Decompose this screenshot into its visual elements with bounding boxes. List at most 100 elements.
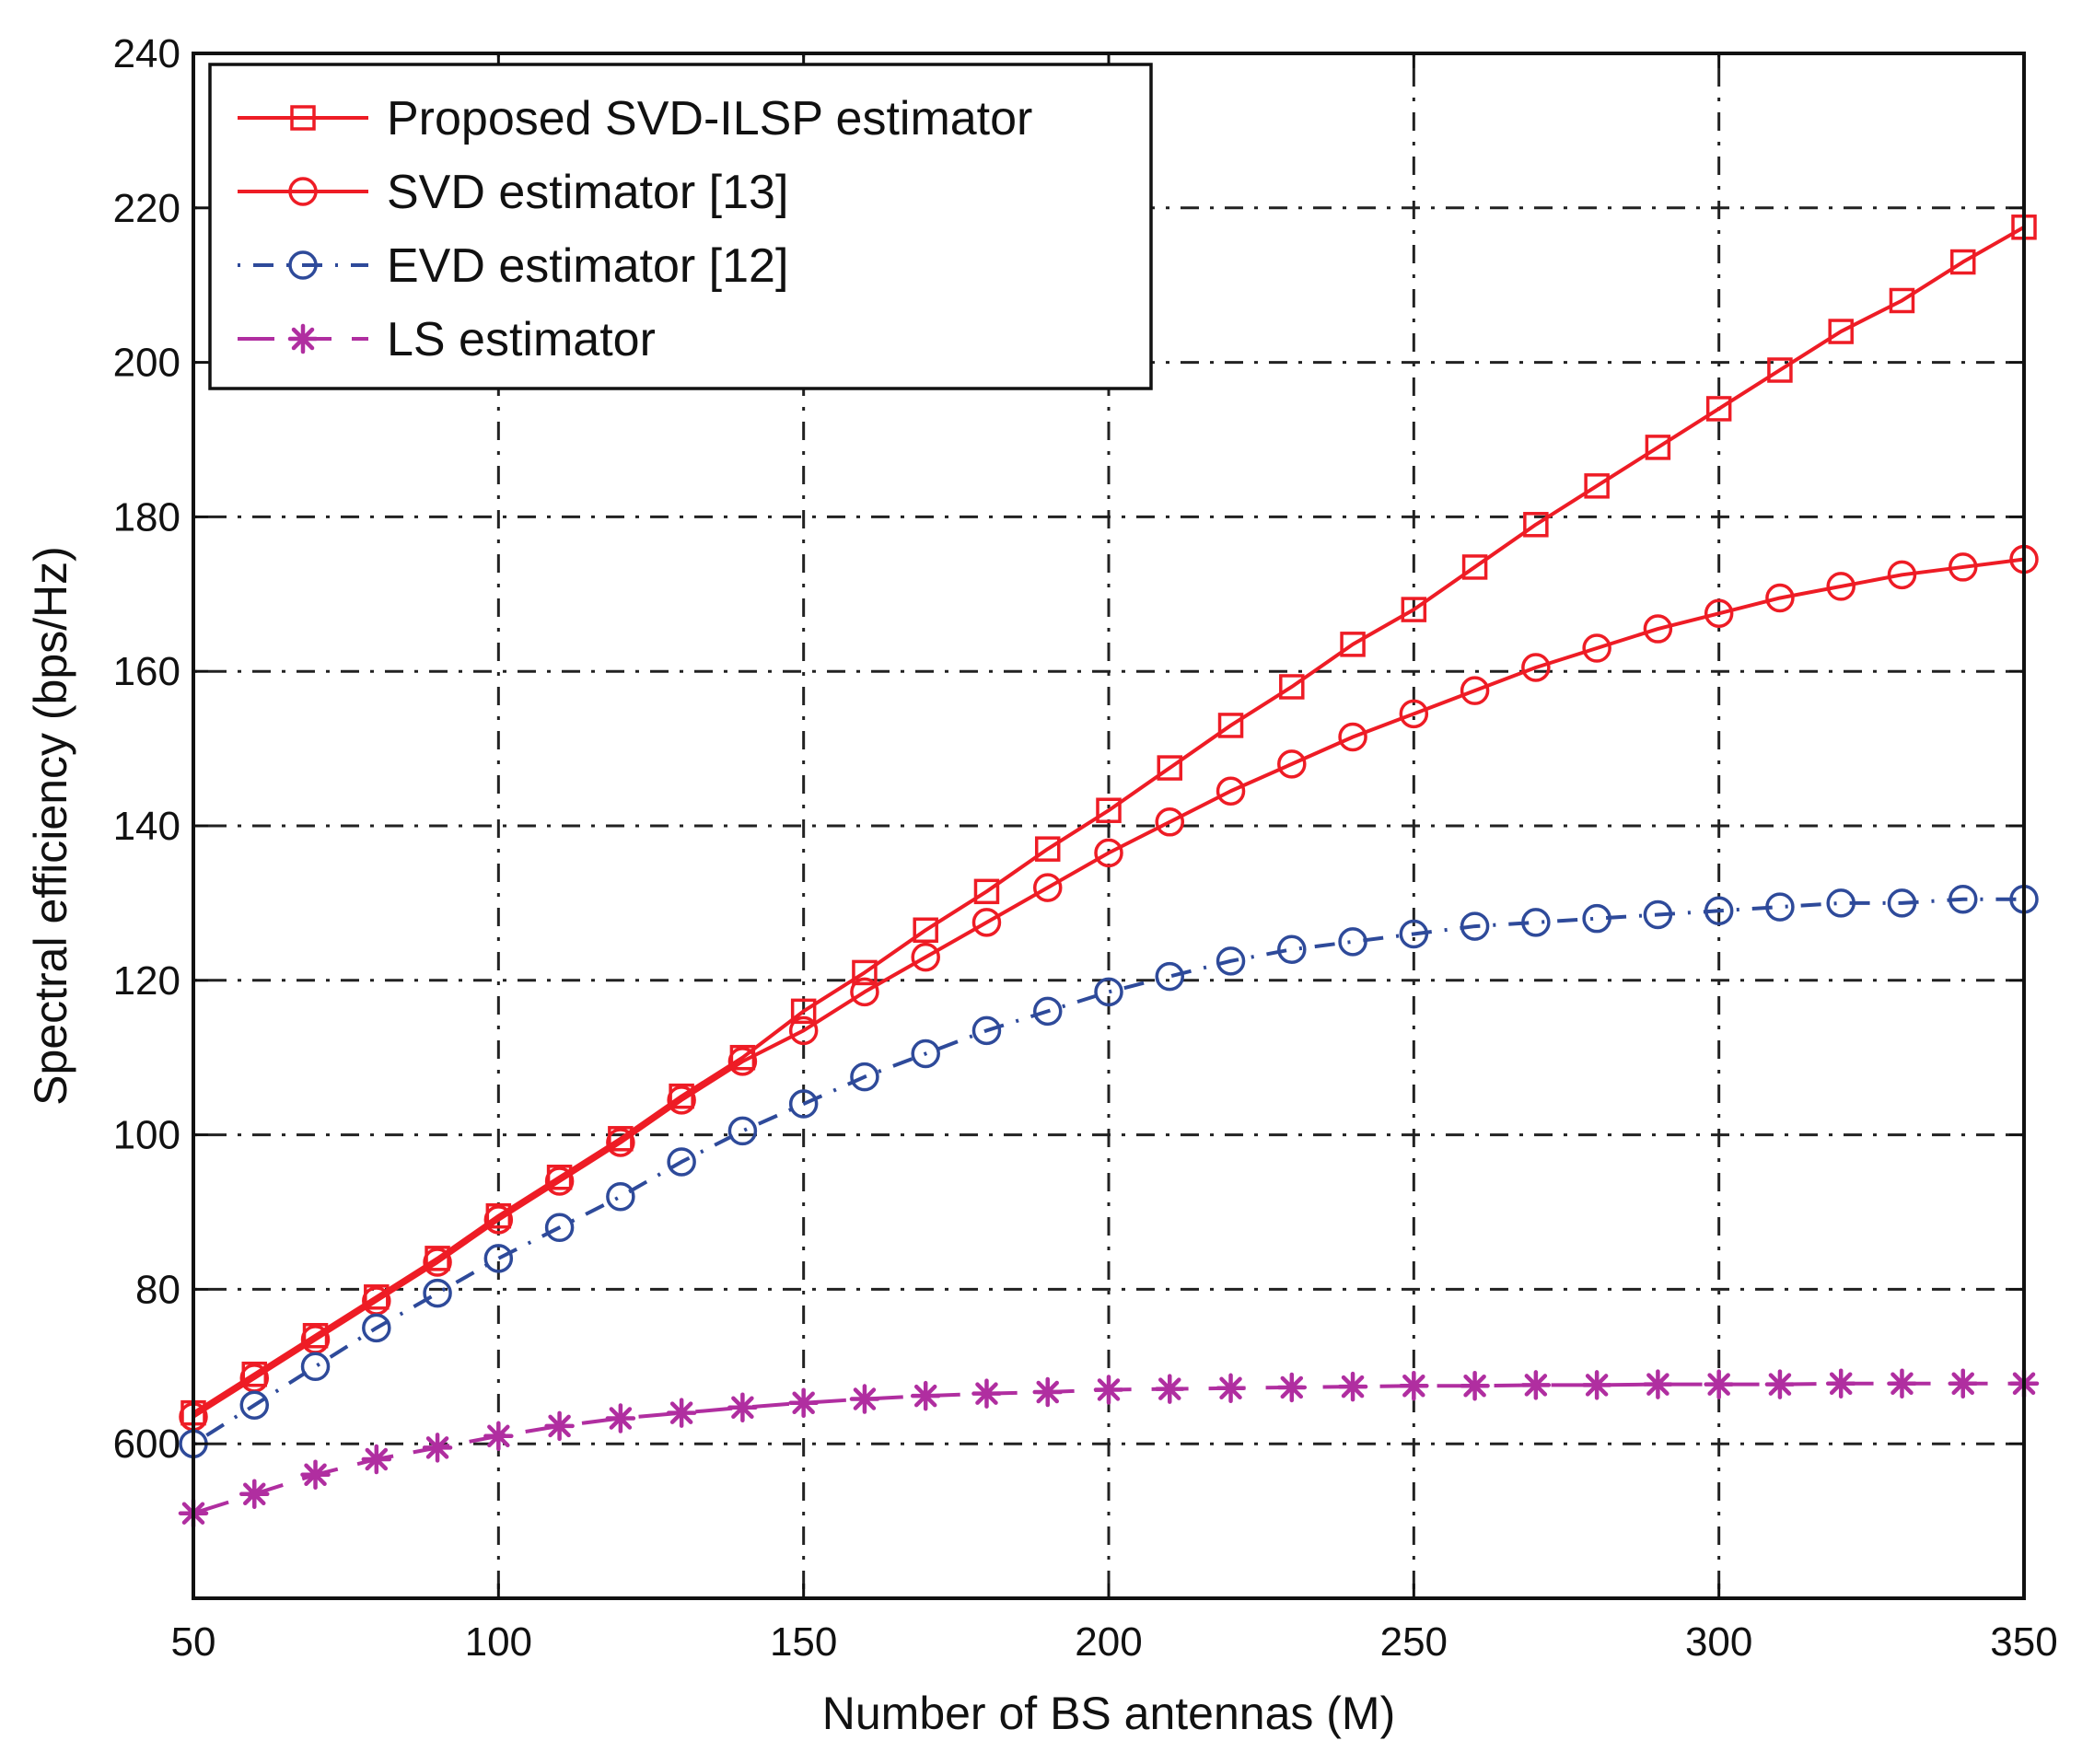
star-stroke (1097, 1378, 1121, 1401)
star-stroke (1707, 1373, 1730, 1396)
data-point-circle (1032, 996, 1063, 1027)
legend-label: SVD estimator [13] (387, 166, 788, 219)
data-point-circle (1216, 946, 1246, 976)
star-stroke (913, 1384, 937, 1408)
data-point-circle (1704, 598, 1734, 629)
data-point-circle (1582, 903, 1611, 934)
series-line (192, 897, 2024, 1445)
data-point-circle (1643, 899, 1673, 930)
data-point-star (849, 1384, 880, 1414)
data-point-star (1520, 1370, 1552, 1400)
data-point-star (422, 1433, 453, 1463)
data-point-circle (1399, 699, 1429, 729)
x-tick-label: 150 (770, 1619, 837, 1665)
data-point-square (852, 959, 878, 986)
series-line (192, 557, 2025, 1419)
data-point-circle (850, 977, 879, 1007)
y-axis-title: Spectral efficiency (bps/Hz) (25, 546, 76, 1106)
data-point-circle (544, 1166, 575, 1196)
data-point-star (1825, 1368, 1856, 1399)
data-point-star (727, 1392, 758, 1423)
star-stroke (1280, 1375, 1304, 1399)
data-point-circle (1887, 888, 1917, 918)
star-stroke (1341, 1375, 1365, 1398)
data-point-star (666, 1398, 697, 1428)
star-stroke (1585, 1374, 1609, 1397)
data-point-square (1523, 512, 1549, 538)
data-point-circle (288, 177, 318, 206)
star-stroke (1768, 1373, 1792, 1396)
series-ls-estimator (178, 1368, 2040, 1528)
data-point-circle (1521, 653, 1551, 682)
data-point-circle (667, 1147, 696, 1177)
data-point-square (1340, 632, 1366, 657)
data-point-circle (423, 1248, 452, 1277)
data-point-circle (971, 908, 1002, 937)
data-point-circle (1460, 676, 1490, 705)
legend-entry: LS estimator (238, 313, 656, 366)
data-point-circle (1887, 560, 1917, 590)
data-point-star (605, 1403, 636, 1433)
data-point-star (971, 1378, 1002, 1409)
data-point-circle (1643, 614, 1673, 644)
star-stroke (731, 1396, 754, 1420)
series-line (192, 226, 2025, 1415)
data-point-circle (1399, 919, 1429, 949)
star-stroke (291, 327, 315, 351)
data-point-circle (1155, 961, 1185, 992)
data-point-star (544, 1410, 575, 1442)
x-tick-label: 250 (1380, 1619, 1448, 1665)
data-point-star (1887, 1368, 1917, 1399)
y-tick-label: 240 (113, 31, 180, 76)
x-tick-label: 200 (1075, 1619, 1142, 1665)
data-point-square (973, 878, 1000, 905)
legend: Proposed SVD-ILSP estimator SVD estimator… (208, 63, 1153, 390)
data-point-star (1948, 1368, 1978, 1399)
data-point-star (1155, 1374, 1185, 1404)
data-point-star (300, 1459, 331, 1491)
legend-label: LS estimator (387, 313, 656, 366)
data-point-star (910, 1380, 941, 1411)
data-point-square (1279, 674, 1305, 700)
data-point-square (1034, 836, 1061, 862)
data-point-circle (239, 1390, 270, 1420)
data-point-circle (1826, 888, 1856, 918)
star-stroke (243, 1482, 266, 1505)
data-point-circle (1826, 572, 1856, 601)
data-point-circle (911, 942, 940, 972)
star-stroke (1829, 1372, 1853, 1396)
data-point-star (1643, 1369, 1673, 1399)
star-stroke (1158, 1377, 1181, 1400)
data-point-star (1704, 1369, 1734, 1399)
data-point-circle (1460, 911, 1490, 941)
y-tick-label: 220 (113, 186, 180, 231)
star-stroke (975, 1382, 998, 1405)
data-point-star (1093, 1375, 1124, 1405)
star-stroke (1646, 1373, 1669, 1396)
data-point-square (1828, 319, 1854, 344)
data-point-circle (1765, 892, 1795, 922)
legend-entry: EVD estimator [12] (238, 239, 788, 293)
star-stroke (669, 1401, 693, 1424)
data-point-star (1032, 1376, 1063, 1408)
star-stroke (1890, 1372, 1914, 1396)
data-point-star (1764, 1369, 1796, 1399)
data-point-circle (727, 1047, 758, 1076)
data-point-star (1276, 1372, 1308, 1403)
data-point-square (1461, 554, 1488, 580)
data-point-square (1401, 597, 1427, 622)
data-point-circle (1216, 776, 1246, 806)
x-tick-label: 100 (465, 1619, 532, 1665)
y-tick-label: 100 (113, 1113, 180, 1158)
data-point-square (1096, 797, 1122, 823)
data-point-star (1460, 1371, 1490, 1401)
star-stroke (1951, 1372, 1974, 1396)
data-point-circle (483, 1205, 514, 1235)
data-point-circle (1582, 633, 1611, 663)
data-point-square (1157, 755, 1183, 781)
data-point-circle (1765, 583, 1795, 613)
star-stroke (1524, 1374, 1548, 1397)
data-point-circle (971, 1015, 1002, 1046)
data-point-circle (423, 1278, 452, 1308)
data-point-square (913, 917, 938, 944)
